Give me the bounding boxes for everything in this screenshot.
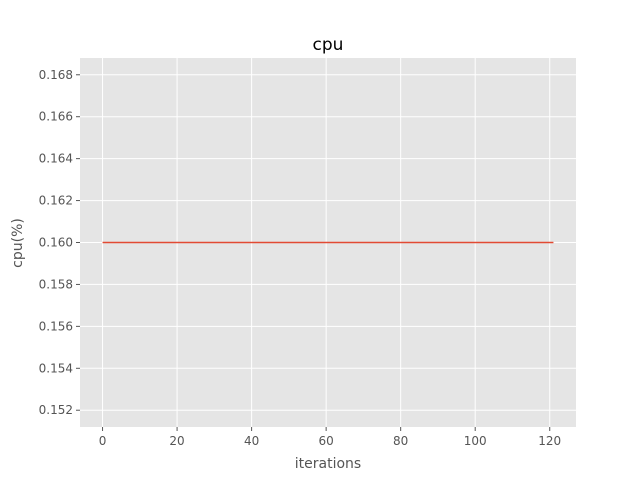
x-tick-label: 60 <box>318 434 333 448</box>
y-tick-label: 0.158 <box>39 277 73 291</box>
y-axis-label: cpu(%) <box>10 218 26 268</box>
y-axis-ticks: 0.152 0.154 0.156 0.158 0.160 0.162 0.164 0.166… <box>39 68 80 417</box>
y-tick-label: 0.164 <box>39 152 73 166</box>
x-tick-label: 20 <box>169 434 184 448</box>
x-tick-label: 0 <box>99 434 107 448</box>
x-tick-label: 120 <box>538 434 561 448</box>
x-axis-ticks: 0 20 40 60 80 100 120 <box>99 427 561 448</box>
grid <box>80 58 576 427</box>
y-tick-label: 0.160 <box>39 236 73 250</box>
y-tick-label: 0.162 <box>39 194 73 208</box>
chart-title: cpu <box>313 35 344 55</box>
x-tick-label: 40 <box>244 434 259 448</box>
y-tick-label: 0.152 <box>39 403 73 417</box>
y-tick-label: 0.168 <box>39 68 73 82</box>
x-tick-label: 80 <box>393 434 408 448</box>
y-tick-label: 0.156 <box>39 319 73 333</box>
y-tick-label: 0.166 <box>39 110 73 124</box>
y-tick-label: 0.154 <box>39 361 73 375</box>
x-tick-label: 100 <box>464 434 487 448</box>
x-axis-label: iterations <box>295 456 361 472</box>
